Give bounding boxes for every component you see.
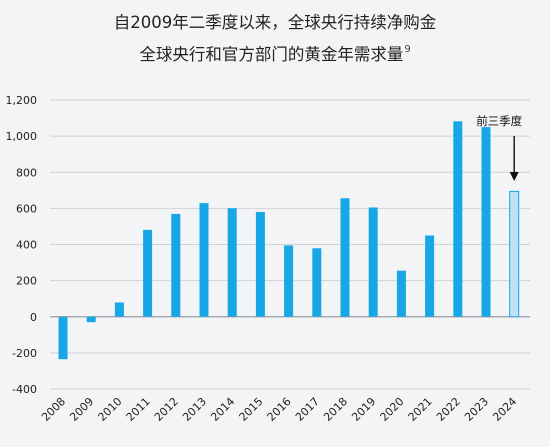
x-tick-label: 2024: [490, 395, 519, 424]
y-tick-label: 400: [16, 239, 37, 252]
chart-title-line2-text: 全球央行和官方部门的黄金年需求量: [139, 45, 404, 64]
x-tick-label: 2020: [378, 395, 407, 424]
bar: [199, 203, 209, 317]
x-tick-label: 2023: [462, 395, 491, 424]
x-tick-label: 2015: [237, 395, 266, 424]
x-tick-label: 2013: [180, 395, 209, 424]
bar: [481, 127, 491, 317]
y-tick-label: -200: [12, 347, 37, 360]
x-tick-label: 2021: [406, 395, 435, 424]
bar-highlighted: [509, 190, 520, 318]
x-tick-label: 2019: [349, 395, 378, 424]
x-tick-label: 2008: [39, 395, 68, 424]
bar: [340, 198, 350, 317]
x-tick-label: 2012: [152, 395, 181, 424]
bar: [114, 302, 124, 317]
bar: [171, 213, 181, 317]
x-tick-label: 2014: [208, 395, 237, 424]
bar: [255, 211, 265, 317]
bar: [396, 270, 406, 317]
x-tick-label: 2010: [96, 395, 125, 424]
annotation-label: 前三季度: [476, 114, 522, 128]
bar: [86, 316, 96, 323]
y-tick-label: 1,200: [6, 94, 38, 107]
annotation-arrowhead: [509, 172, 519, 181]
bar: [58, 316, 68, 360]
x-tick-label: 2016: [265, 395, 294, 424]
chart-title-line2: 全球央行和官方部门的黄金年需求量9: [0, 40, 550, 65]
y-tick-label: 600: [16, 202, 37, 215]
x-tick-label: 2018: [321, 395, 350, 424]
y-tick-label: 800: [16, 166, 37, 179]
x-tick-label: 2022: [434, 395, 463, 424]
title-footnote-marker: 9: [404, 44, 411, 55]
x-tick-label: 2009: [67, 395, 96, 424]
x-tick-label: 2017: [293, 395, 322, 424]
y-tick-label: 0: [30, 311, 37, 324]
y-tick-label: 200: [16, 275, 37, 288]
bar: [227, 208, 237, 317]
y-tick-label: 1,000: [6, 130, 38, 143]
bar: [453, 121, 463, 317]
bar: [284, 245, 294, 317]
x-tick-label: 2011: [124, 395, 153, 424]
bar: [143, 229, 153, 317]
bar: [312, 248, 322, 317]
chart-title-line1: 自2009年二季度以来，全球央行持续净购金: [113, 13, 437, 32]
y-tick-label: -400: [12, 383, 37, 396]
bar: [425, 235, 435, 317]
bar: [368, 207, 378, 317]
